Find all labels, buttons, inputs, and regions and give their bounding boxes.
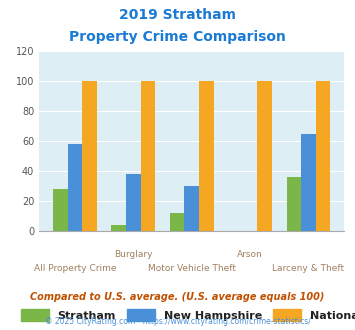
Text: © 2025 CityRating.com - https://www.cityrating.com/crime-statistics/: © 2025 CityRating.com - https://www.city…	[45, 317, 310, 326]
Text: All Property Crime: All Property Crime	[34, 264, 116, 273]
Bar	[170, 213, 184, 231]
Bar	[257, 81, 272, 231]
Text: Motor Vehicle Theft: Motor Vehicle Theft	[148, 264, 236, 273]
Bar	[126, 174, 141, 231]
Text: Arson: Arson	[237, 250, 263, 259]
Bar	[111, 225, 126, 231]
Bar	[82, 81, 97, 231]
Bar	[141, 81, 155, 231]
Bar	[286, 177, 301, 231]
Text: Larceny & Theft: Larceny & Theft	[273, 264, 345, 273]
Text: Property Crime Comparison: Property Crime Comparison	[69, 30, 286, 44]
Bar	[316, 81, 331, 231]
Bar	[301, 134, 316, 231]
Bar	[184, 186, 199, 231]
Bar	[67, 144, 82, 231]
Bar	[199, 81, 214, 231]
Text: Burglary: Burglary	[114, 250, 153, 259]
Legend: Stratham, New Hampshire, National: Stratham, New Hampshire, National	[17, 305, 355, 325]
Text: Compared to U.S. average. (U.S. average equals 100): Compared to U.S. average. (U.S. average …	[30, 292, 325, 302]
Text: 2019 Stratham: 2019 Stratham	[119, 8, 236, 22]
Bar	[53, 189, 67, 231]
